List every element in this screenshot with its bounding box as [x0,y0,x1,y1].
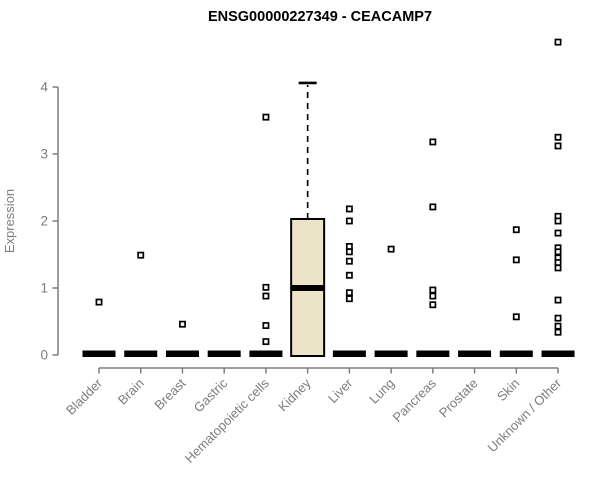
x-category-label: Kidney [275,375,314,414]
outlier-point [554,322,562,330]
outlier-point [554,314,562,322]
outlier-point [345,295,353,303]
outlier-point [554,217,562,225]
x-category-label: Liver [325,375,356,406]
outlier-point [262,283,270,291]
box-group-pancreas [416,138,450,357]
chart-title: ENSG00000227349 - CEACAMP7 [208,9,432,25]
box-group-gastric [207,350,241,357]
box-group-breast [165,320,199,357]
outlier-point [345,205,353,213]
collapsed-box [82,350,116,357]
box-group-lung [374,245,408,357]
y-axis-label: Expression [2,189,17,253]
outlier-point [137,251,145,259]
outlier-point [554,328,562,336]
collapsed-box [332,350,366,357]
outlier-point [554,38,562,46]
outlier-point [345,271,353,279]
median-line [291,285,325,291]
box-group-prostate [458,350,492,357]
x-category-label: Brain [115,376,147,408]
collapsed-box [374,350,408,357]
y-tick-label: 2 [40,214,48,229]
outlier-point [387,245,395,253]
collapsed-box [416,350,450,357]
outlier-point [345,289,353,297]
x-category-label: Lung [366,376,397,407]
collapsed-box [165,350,199,357]
box-group-brain [124,251,158,357]
box-group-kidney [290,81,326,357]
outlier-point [554,248,562,256]
outlier-point [345,217,353,225]
x-category-label: Bladder [63,375,106,418]
outlier-point [179,320,186,328]
y-tick-label: 4 [40,80,48,95]
collapsed-box [249,350,283,357]
outlier-point [262,292,270,300]
x-category-label: Pancreas [390,375,440,425]
outlier-point [554,259,562,266]
outlier-point [554,133,562,141]
outlier-point [429,286,437,294]
outlier-point [554,296,562,304]
outlier-point [554,142,562,150]
outlier-point [429,301,437,309]
x-category-label: Gastric [191,375,231,415]
collapsed-box [458,350,492,357]
outlier-point [95,298,103,306]
outlier-point [512,226,520,234]
outlier-point [554,229,562,237]
box-group-unknown-other [541,38,575,357]
outlier-point [262,338,270,346]
y-tick-label: 3 [40,147,48,162]
collapsed-box [207,350,241,357]
box-group-bladder [82,298,116,357]
outlier-point [429,138,437,146]
outlier-point [512,313,520,321]
outlier-point [345,257,353,265]
collapsed-box [499,350,533,357]
box-group-skin [499,226,533,357]
outlier-point [345,248,353,256]
outlier-point [554,264,562,272]
y-tick-label: 1 [40,281,48,296]
box-group-liver [332,205,366,357]
collapsed-box [541,350,575,357]
x-category-label: Prostate [436,376,481,421]
outlier-point [429,292,437,300]
box-group-hematopoietic-cells [249,113,283,357]
y-tick-label: 0 [40,348,48,363]
outlier-point [262,322,270,329]
x-category-label: Breast [151,375,188,412]
collapsed-box [124,350,158,357]
outlier-point [429,203,437,211]
data-layer [82,38,575,357]
outlier-point [262,113,270,121]
outlier-point [345,243,353,250]
outlier-point [512,256,520,264]
x-category-label: Skin [494,376,522,404]
x-category-label: Unknown / Other [485,375,565,455]
